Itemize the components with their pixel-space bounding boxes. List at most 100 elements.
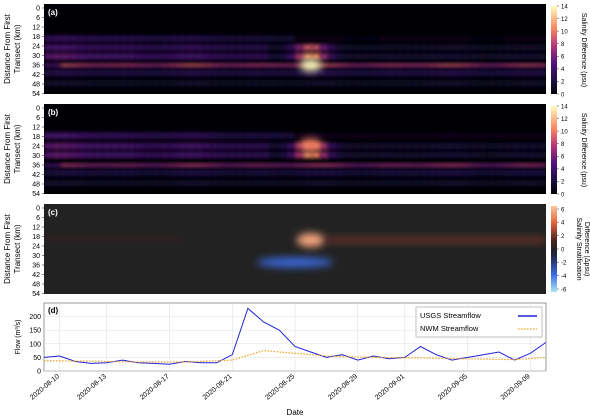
panel-c-ylabel-line-1: Distance From First <box>3 213 12 284</box>
heat-band-4-cell-16 <box>177 151 187 158</box>
heat-band-5-cell-22 <box>228 180 238 187</box>
heat-band-4-cell-40 <box>378 53 388 60</box>
heat-band-0-cell-24 <box>244 163 254 168</box>
y-tick-label: 36 <box>32 63 40 70</box>
heat-band-5-cell-24 <box>244 180 254 187</box>
heat-band-3-cell-54 <box>495 143 505 150</box>
heat-band-5-cell-52 <box>479 180 489 187</box>
heat-band-5-cell-8 <box>110 80 120 87</box>
heat-band-5-cell-33 <box>320 180 330 187</box>
heat-band-2-cell-22 <box>228 35 238 42</box>
heat-band-1-cell-8 <box>110 169 120 176</box>
heat-band-5-cell-0 <box>44 180 53 187</box>
heat-band-3-cell-1 <box>52 143 62 150</box>
heat-band-2-cell-2 <box>60 35 70 42</box>
heat-band-4-cell-54 <box>495 53 505 60</box>
heat-band-2-cell-0 <box>44 35 53 42</box>
y-tick-label: 18 <box>32 234 40 241</box>
heat-band-4-cell-47 <box>437 53 447 60</box>
heat-band-1-cell-31 <box>303 169 313 176</box>
heat-band-1-cell-20 <box>211 69 221 76</box>
heat-band-5-cell-37 <box>353 180 363 187</box>
heat-band-2-cell-35 <box>336 35 346 42</box>
heat-band-5-cell-49 <box>453 80 463 87</box>
y-tick-label: 30 <box>32 153 40 160</box>
heat-band-1-cell-15 <box>169 69 179 76</box>
heat-band-0-cell-5 <box>85 163 95 168</box>
heat-band-3-cell-18 <box>194 44 204 51</box>
heat-band-0-cell-20 <box>211 163 221 168</box>
heat-band-0-cell-28 <box>278 63 288 68</box>
heat-band-5-cell-37 <box>353 80 363 87</box>
y-tick-label: 200 <box>29 314 41 321</box>
panel-c-heatmap <box>44 233 546 268</box>
heat-band-0-cell-44 <box>412 163 422 168</box>
heat-band-5-cell-47 <box>437 80 447 87</box>
heat-band-4-cell-48 <box>445 53 455 60</box>
heat-band-3-cell-57 <box>520 44 530 51</box>
heat-band-1-cell-49 <box>453 69 463 76</box>
heat-band-2-cell-7 <box>102 132 112 139</box>
heat-band-4-cell-45 <box>420 151 430 158</box>
heat-band-0-cell-25 <box>253 163 263 168</box>
heat-band-0-cell-47 <box>437 63 447 68</box>
heat-band-4-cell-24 <box>244 151 254 158</box>
heat-band-2-cell-38 <box>361 35 371 42</box>
heat-band-3-cell-44 <box>412 143 422 150</box>
heat-band-3-cell-27 <box>269 143 279 150</box>
heat-band-1-cell-44 <box>412 69 422 76</box>
heat-band-3-cell-20 <box>211 143 221 150</box>
heat-band-4-cell-16 <box>177 53 187 60</box>
heat-band-2-cell-24 <box>244 132 254 139</box>
colorbar-tick-label: 8 <box>561 42 565 48</box>
y-tick-label: 54 <box>32 91 40 98</box>
heat-band-1-cell-3 <box>69 69 79 76</box>
heat-band-2-cell-56 <box>512 35 522 42</box>
heat-band-2-cell-8 <box>110 35 120 42</box>
heat-band-5-cell-2 <box>60 80 70 87</box>
heat-band-2-cell-23 <box>236 132 246 139</box>
strat-early-band <box>44 236 184 241</box>
heat-band-0-cell-22 <box>228 163 238 168</box>
heat-band-3-cell-12 <box>144 143 154 150</box>
heat-band-3-cell-48 <box>445 44 455 51</box>
heat-band-2-cell-7 <box>102 35 112 42</box>
heat-band-4-cell-11 <box>136 151 145 158</box>
heat-band-0-cell-32 <box>311 163 321 168</box>
heat-band-5-cell-30 <box>295 180 304 187</box>
heat-band-1-cell-44 <box>412 169 422 176</box>
x-tick-label: 2020-08-29 <box>327 373 359 401</box>
panel-d-xlabel: Date <box>287 408 304 417</box>
strat-negative-patch <box>257 257 333 268</box>
heat-band-3-cell-0 <box>44 143 53 150</box>
heat-band-0-cell-59 <box>537 163 546 168</box>
heat-band-0-cell-25 <box>253 63 263 68</box>
panel-a-heatmap <box>44 35 546 87</box>
heat-band-2-cell-10 <box>127 132 137 139</box>
heat-band-2-cell-53 <box>487 35 497 42</box>
heat-band-4-cell-42 <box>395 53 405 60</box>
heat-band-0-cell-18 <box>194 163 204 168</box>
colorbar-tick-label: 8 <box>561 142 565 148</box>
heat-band-0-cell-14 <box>161 63 171 68</box>
heat-band-3-cell-58 <box>529 143 539 150</box>
panel-c-colorbar-ticks: 6 4 2 0 -2 -4 -6 <box>557 207 567 293</box>
panel-a-colorbar-label: Salinity Difference (psu) <box>580 13 587 87</box>
heat-band-5-cell-41 <box>387 180 396 187</box>
heat-band-3-cell-43 <box>403 143 413 150</box>
heat-band-1-cell-34 <box>328 169 338 176</box>
heat-band-1-cell-18 <box>194 69 204 76</box>
heat-band-0-cell-49 <box>453 163 463 168</box>
heat-band-3-cell-13 <box>152 44 162 51</box>
heat-band-2-cell-4 <box>77 132 87 139</box>
heat-band-0-cell-16 <box>177 63 187 68</box>
heat-band-2-cell-42 <box>395 35 405 42</box>
heat-band-5-cell-29 <box>286 80 296 87</box>
heat-band-1-cell-7 <box>102 69 112 76</box>
heat-band-2-cell-15 <box>169 132 179 139</box>
heat-band-4-cell-3 <box>69 151 79 158</box>
heat-band-4-cell-49 <box>453 53 463 60</box>
heat-band-1-cell-51 <box>470 69 480 76</box>
heat-band-2-cell-17 <box>186 132 196 139</box>
